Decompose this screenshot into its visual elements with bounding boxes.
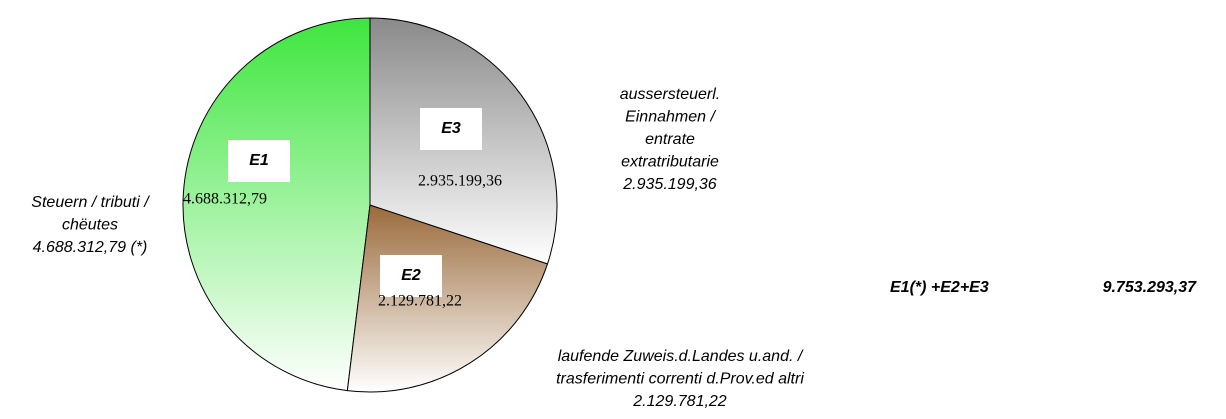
slice-value: 4.688.312,79 (183, 191, 267, 208)
slice-name: E3 (441, 120, 461, 137)
label-box (228, 140, 290, 182)
outer-label: aussersteuerl. (620, 86, 721, 103)
outer-label: trasferimenti correnti d.Prov.ed altri (556, 371, 804, 388)
outer-label: Steuern / tributi / (31, 194, 150, 211)
outer-label: 2.935.199,36 (622, 176, 717, 193)
slice-name: E1 (249, 152, 269, 169)
label-box (420, 108, 482, 150)
slice-value: 2.935.199,36 (418, 173, 502, 190)
outer-label: extratributarie (621, 154, 719, 171)
outer-label: entrate (645, 131, 695, 148)
total-label: E1(*) +E2+E3 (890, 279, 989, 296)
outer-label: Einnahmen / (625, 109, 716, 126)
pie-slice (346, 204, 549, 393)
slice-name: E2 (401, 267, 421, 284)
total-value: 9.753.293,37 (1103, 279, 1198, 296)
outer-label: 2.129.781,22 (632, 393, 727, 410)
label-box (380, 255, 442, 297)
pie-slice (182, 17, 371, 392)
slice-value: 2.129.781,22 (378, 293, 462, 310)
outer-label: laufende Zuweis.d.Landes u.and. / (558, 348, 804, 365)
outer-label: chëutes (62, 217, 118, 234)
outer-label: 4.688.312,79 (*) (33, 239, 148, 256)
